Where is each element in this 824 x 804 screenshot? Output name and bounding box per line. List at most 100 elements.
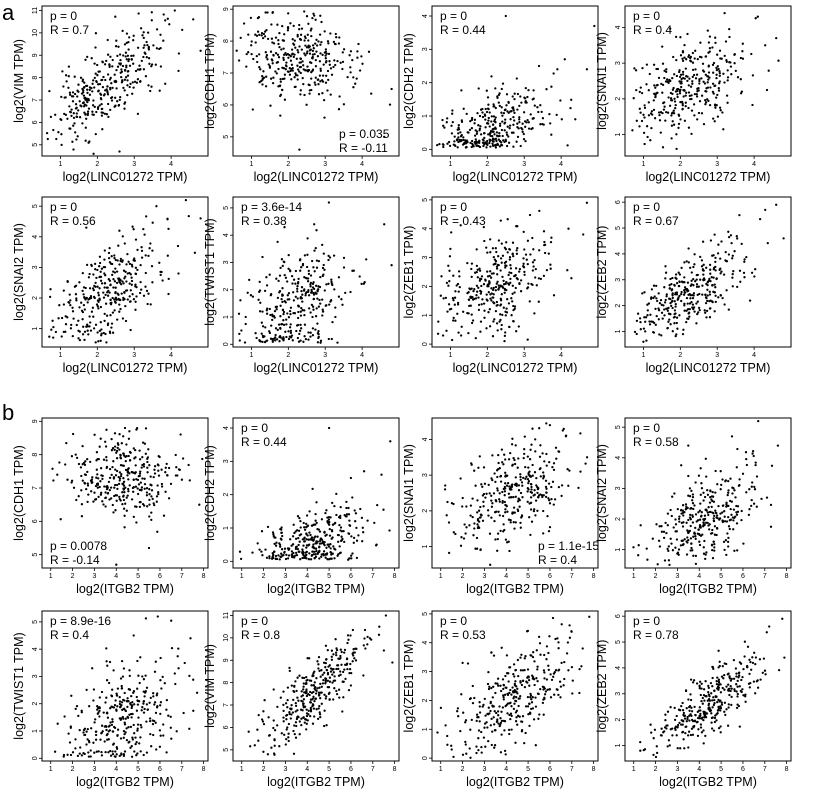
data-point <box>545 422 548 425</box>
data-point <box>82 94 86 97</box>
data-point <box>436 143 439 147</box>
data-point <box>547 482 551 485</box>
data-point <box>736 76 740 79</box>
data-point <box>149 732 152 736</box>
y-tick-label: 3 <box>422 473 429 477</box>
data-point <box>106 664 109 667</box>
y-tick-label: 3 <box>223 260 230 264</box>
data-point <box>465 526 468 529</box>
data-point <box>45 131 49 135</box>
data-point <box>301 694 305 697</box>
data-point <box>347 506 350 510</box>
data-point <box>127 69 130 73</box>
data-point <box>568 469 571 472</box>
data-point <box>482 302 486 305</box>
data-point <box>245 52 248 56</box>
data-point <box>147 46 150 50</box>
data-point <box>327 52 331 56</box>
data-point <box>156 484 159 487</box>
data-point <box>101 111 105 114</box>
data-point <box>162 734 165 737</box>
data-point <box>136 487 139 490</box>
data-point <box>336 341 339 344</box>
data-point <box>685 260 688 263</box>
data-point <box>514 476 517 479</box>
data-point <box>488 139 492 143</box>
data-point <box>132 634 135 637</box>
data-point <box>735 522 739 525</box>
y-tick-label: 1 <box>615 548 622 552</box>
x-tick-label: 4 <box>114 766 118 773</box>
x-tick-label: 1 <box>641 161 645 168</box>
data-point <box>118 53 122 56</box>
data-point <box>323 709 326 712</box>
data-point <box>352 76 355 79</box>
data-point <box>110 473 113 477</box>
data-point <box>514 267 518 270</box>
data-point <box>498 104 501 108</box>
data-point <box>128 713 131 716</box>
y-tick-label: 0 <box>422 342 429 346</box>
data-point <box>68 93 72 96</box>
x-tick-label: 3 <box>92 573 96 580</box>
data-point <box>333 59 336 62</box>
data-point <box>113 448 116 452</box>
data-point <box>296 515 300 518</box>
data-point <box>134 742 137 746</box>
data-point <box>529 474 532 477</box>
data-point <box>260 718 264 721</box>
data-point <box>141 441 145 444</box>
data-point <box>164 19 167 22</box>
data-point <box>263 699 266 702</box>
data-point <box>121 317 125 320</box>
data-point <box>282 67 286 70</box>
data-point <box>123 242 126 245</box>
data-point <box>270 58 273 61</box>
data-point <box>128 688 132 691</box>
data-point <box>713 283 716 286</box>
x-axis-title: log2(ITGB2 TPM) <box>267 582 365 596</box>
data-point <box>280 555 283 558</box>
data-point <box>328 523 331 526</box>
data-point <box>113 256 116 260</box>
data-point <box>264 51 267 54</box>
data-point <box>249 16 253 20</box>
data-point <box>162 39 165 42</box>
data-point <box>692 265 695 269</box>
data-point <box>342 529 345 533</box>
data-point <box>631 129 634 132</box>
data-point <box>308 83 311 87</box>
data-point <box>530 488 533 491</box>
data-point <box>81 310 85 314</box>
data-point <box>298 28 301 31</box>
data-point <box>711 548 714 552</box>
data-point <box>503 288 507 291</box>
data-point <box>145 751 149 754</box>
data-point <box>159 701 163 704</box>
data-point <box>675 133 678 136</box>
data-point <box>488 308 491 311</box>
data-point <box>273 337 276 340</box>
data-point <box>68 91 72 94</box>
data-point <box>100 474 103 477</box>
data-point <box>85 296 88 300</box>
data-point <box>89 460 92 464</box>
data-point <box>153 703 156 706</box>
data-point <box>150 11 153 14</box>
data-point <box>142 702 145 705</box>
data-point <box>114 258 117 262</box>
data-point <box>72 112 75 115</box>
data-point <box>261 720 265 723</box>
data-point <box>532 509 536 513</box>
data-point <box>701 293 704 296</box>
data-point <box>120 442 123 445</box>
data-point <box>538 455 542 458</box>
data-point <box>93 86 96 89</box>
data-point <box>59 518 62 521</box>
data-point <box>156 615 159 618</box>
data-point <box>143 477 146 480</box>
data-point <box>698 509 702 512</box>
data-point <box>110 723 114 727</box>
data-point <box>118 479 121 482</box>
data-point <box>168 23 171 26</box>
